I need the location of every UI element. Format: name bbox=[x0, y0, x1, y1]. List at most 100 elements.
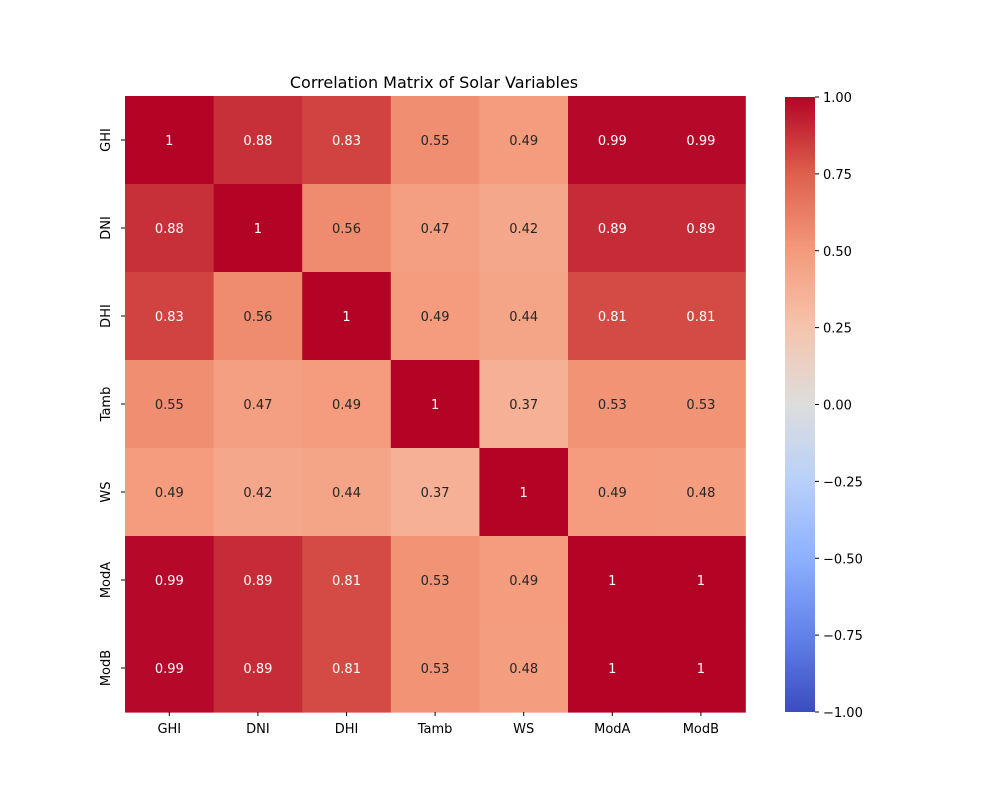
heatmap-cell-DHI-DHI bbox=[302, 272, 392, 361]
colorbar-gradient bbox=[785, 97, 815, 712]
cell-value-label: 0.99 bbox=[686, 134, 715, 149]
cell-value-label: 1 bbox=[608, 574, 616, 589]
heatmap-cell-DHI-DNI bbox=[213, 272, 303, 361]
heatmap-cell-WS-DNI bbox=[213, 448, 303, 537]
heatmap-cell-DHI-Tamb bbox=[390, 272, 480, 361]
cell-value-label: 0.81 bbox=[332, 662, 361, 677]
heatmap-cell-WS-ModA bbox=[568, 448, 658, 537]
heatmap-cell-WS-ModB bbox=[656, 448, 746, 537]
heatmap-cell-Tamb-DNI bbox=[213, 360, 303, 449]
heatmap-cell-ModA-ModB bbox=[656, 536, 746, 625]
cell-value-label: 0.53 bbox=[598, 398, 627, 413]
heatmap-cell-GHI-WS bbox=[479, 96, 569, 185]
cell-value-label: 0.89 bbox=[243, 662, 272, 677]
cell-value-label: 0.81 bbox=[598, 310, 627, 325]
heatmap-cell-ModA-GHI bbox=[125, 536, 215, 625]
colorbar-tick-label: 0.75 bbox=[823, 168, 852, 183]
cell-value-label: 1 bbox=[431, 398, 439, 413]
heatmap-cell-Tamb-ModA bbox=[568, 360, 658, 449]
cell-value-label: 0.55 bbox=[421, 134, 450, 149]
cell-value-label: 0.49 bbox=[421, 310, 450, 325]
heatmap-cell-GHI-DNI bbox=[213, 96, 303, 185]
heatmap-cell-DNI-GHI bbox=[125, 184, 215, 273]
heatmap-cell-GHI-ModB bbox=[656, 96, 746, 185]
cell-value-label: 0.49 bbox=[155, 486, 184, 501]
cell-value-label: 0.99 bbox=[598, 134, 627, 149]
x-axis-ticks: GHI DNI DHI Tamb WS ModA ModB bbox=[157, 712, 719, 737]
heatmap-cell-ModA-WS bbox=[479, 536, 569, 625]
y-tick-label: ModB bbox=[99, 650, 114, 686]
cell-value-label: 0.47 bbox=[421, 222, 450, 237]
cell-value-label: 1 bbox=[520, 486, 528, 501]
cell-value-label: 0.49 bbox=[598, 486, 627, 501]
heatmap-cell-ModB-ModB bbox=[656, 624, 746, 713]
heatmap-cell-DNI-WS bbox=[479, 184, 569, 273]
colorbar-tick-label: 1.00 bbox=[823, 91, 852, 106]
cell-value-label: 0.88 bbox=[243, 134, 272, 149]
heatmap-cell-Tamb-Tamb bbox=[390, 360, 480, 449]
heatmap-cell-Tamb-ModB bbox=[656, 360, 746, 449]
colorbar-tick-label: −0.50 bbox=[823, 552, 863, 567]
colorbar-tick-label: −0.75 bbox=[823, 629, 863, 644]
cell-value-label: 1 bbox=[697, 662, 705, 677]
cell-value-label: 1 bbox=[697, 574, 705, 589]
x-tick-label: GHI bbox=[157, 722, 181, 737]
heatmap-cell-DNI-DNI bbox=[213, 184, 303, 273]
cell-value-label: 0.89 bbox=[686, 222, 715, 237]
x-tick-label: ModB bbox=[683, 722, 719, 737]
y-tick-label: WS bbox=[99, 481, 114, 502]
heatmap-cell-DNI-DHI bbox=[302, 184, 392, 273]
heatmap-cell-WS-DHI bbox=[302, 448, 392, 537]
heatmap-cell-GHI-Tamb bbox=[390, 96, 480, 185]
cell-value-label: 0.99 bbox=[155, 662, 184, 677]
heatmap-cell-DNI-Tamb bbox=[390, 184, 480, 273]
y-tick-label: DHI bbox=[99, 304, 114, 328]
heatmap-cell-GHI-GHI bbox=[125, 96, 215, 185]
cell-value-label: 0.37 bbox=[509, 398, 538, 413]
cell-value-label: 0.53 bbox=[421, 574, 450, 589]
cell-value-label: 0.81 bbox=[332, 574, 361, 589]
cell-value-label: 0.81 bbox=[686, 310, 715, 325]
y-axis-ticks: GHI DNI DHI Tamb WS ModA ModB bbox=[99, 128, 125, 686]
heatmap-cell-ModB-Tamb bbox=[390, 624, 480, 713]
heatmap-cell-ModB-DHI bbox=[302, 624, 392, 713]
y-tick-label: Tamb bbox=[99, 387, 114, 423]
x-tick-label: WS bbox=[513, 722, 534, 737]
heatmap-cell-DHI-WS bbox=[479, 272, 569, 361]
cell-value-label: 0.42 bbox=[509, 222, 538, 237]
y-tick-label: DNI bbox=[99, 216, 114, 240]
heatmap-cell-ModA-DNI bbox=[213, 536, 303, 625]
cell-value-label: 0.56 bbox=[243, 310, 272, 325]
cell-value-label: 0.37 bbox=[421, 486, 450, 501]
x-tick-label: DHI bbox=[335, 722, 359, 737]
heatmap-cell-ModB-ModA bbox=[568, 624, 658, 713]
x-tick-label: ModA bbox=[594, 722, 630, 737]
cell-value-label: 0.89 bbox=[243, 574, 272, 589]
cell-value-label: 1 bbox=[342, 310, 350, 325]
heatmap-cell-DHI-GHI bbox=[125, 272, 215, 361]
heatmap-cell-DHI-ModA bbox=[568, 272, 658, 361]
heatmap-cell-ModA-ModA bbox=[568, 536, 658, 625]
y-tick-label: GHI bbox=[99, 128, 114, 152]
heatmap-cell-Tamb-WS bbox=[479, 360, 569, 449]
x-tick-label: DNI bbox=[246, 722, 270, 737]
heatmap-cell-WS-Tamb bbox=[390, 448, 480, 537]
cell-value-label: 0.83 bbox=[155, 310, 184, 325]
cell-value-label: 0.47 bbox=[243, 398, 272, 413]
cell-value-label: 0.49 bbox=[509, 574, 538, 589]
cell-value-label: 1 bbox=[608, 662, 616, 677]
chart-title: Correlation Matrix of Solar Variables bbox=[290, 73, 578, 92]
cell-value-label: 0.89 bbox=[598, 222, 627, 237]
colorbar-tick-label: −0.25 bbox=[823, 475, 863, 490]
heatmap-cells: 1 0.88 0.83 0.55 0.49 0.99 0.99 0.88 1 0.56 0.47 0.… bbox=[125, 96, 746, 713]
cell-value-label: 0.55 bbox=[155, 398, 184, 413]
heatmap-cell-ModA-Tamb bbox=[390, 536, 480, 625]
heatmap-cell-DHI-ModB bbox=[656, 272, 746, 361]
cell-value-label: 0.42 bbox=[243, 486, 272, 501]
heatmap-cell-ModB-WS bbox=[479, 624, 569, 713]
x-tick-label: Tamb bbox=[417, 722, 453, 737]
cell-value-label: 1 bbox=[254, 222, 262, 237]
heatmap-cell-ModB-GHI bbox=[125, 624, 215, 713]
cell-value-label: 0.53 bbox=[686, 398, 715, 413]
